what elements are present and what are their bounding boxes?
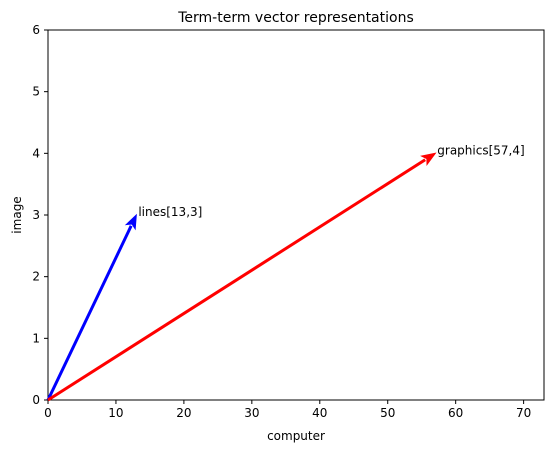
vector-shaft-2 bbox=[47, 158, 426, 402]
x-axis-label: computer bbox=[267, 429, 325, 443]
x-tick-label: 60 bbox=[448, 406, 463, 420]
y-tick-label: 1 bbox=[32, 331, 40, 345]
y-tick-label: 3 bbox=[32, 208, 40, 222]
x-tick-label: 50 bbox=[380, 406, 395, 420]
vector-label-1: lines[13,3] bbox=[138, 205, 202, 219]
chart-title: Term-term vector representations bbox=[177, 10, 414, 26]
x-tick-label: 20 bbox=[176, 406, 191, 420]
y-tick-label: 4 bbox=[32, 146, 40, 160]
y-tick-label: 5 bbox=[32, 85, 40, 99]
y-tick-label: 0 bbox=[32, 393, 40, 407]
axes-frame bbox=[47, 29, 545, 401]
x-tick-label: 10 bbox=[108, 406, 123, 420]
y-axis-label: image bbox=[10, 196, 24, 233]
x-tick-label: 70 bbox=[516, 406, 531, 420]
plot-area: 0 10 20 30 40 50 60 70 0 1 2 3 4 5 6 lines[13,3] graphic… bbox=[32, 23, 545, 420]
y-tick-label: 2 bbox=[32, 270, 40, 284]
vector-label-2: graphics[57,4] bbox=[437, 143, 524, 157]
y-tick-label: 6 bbox=[32, 23, 40, 37]
x-tick-label: 40 bbox=[312, 406, 327, 420]
vector-shaft-1 bbox=[46, 225, 133, 401]
x-tick-label: 0 bbox=[44, 406, 52, 420]
vector-arrowhead-2 bbox=[420, 152, 437, 166]
x-tick-label: 30 bbox=[244, 406, 259, 420]
vector-arrowhead-1 bbox=[124, 213, 137, 231]
